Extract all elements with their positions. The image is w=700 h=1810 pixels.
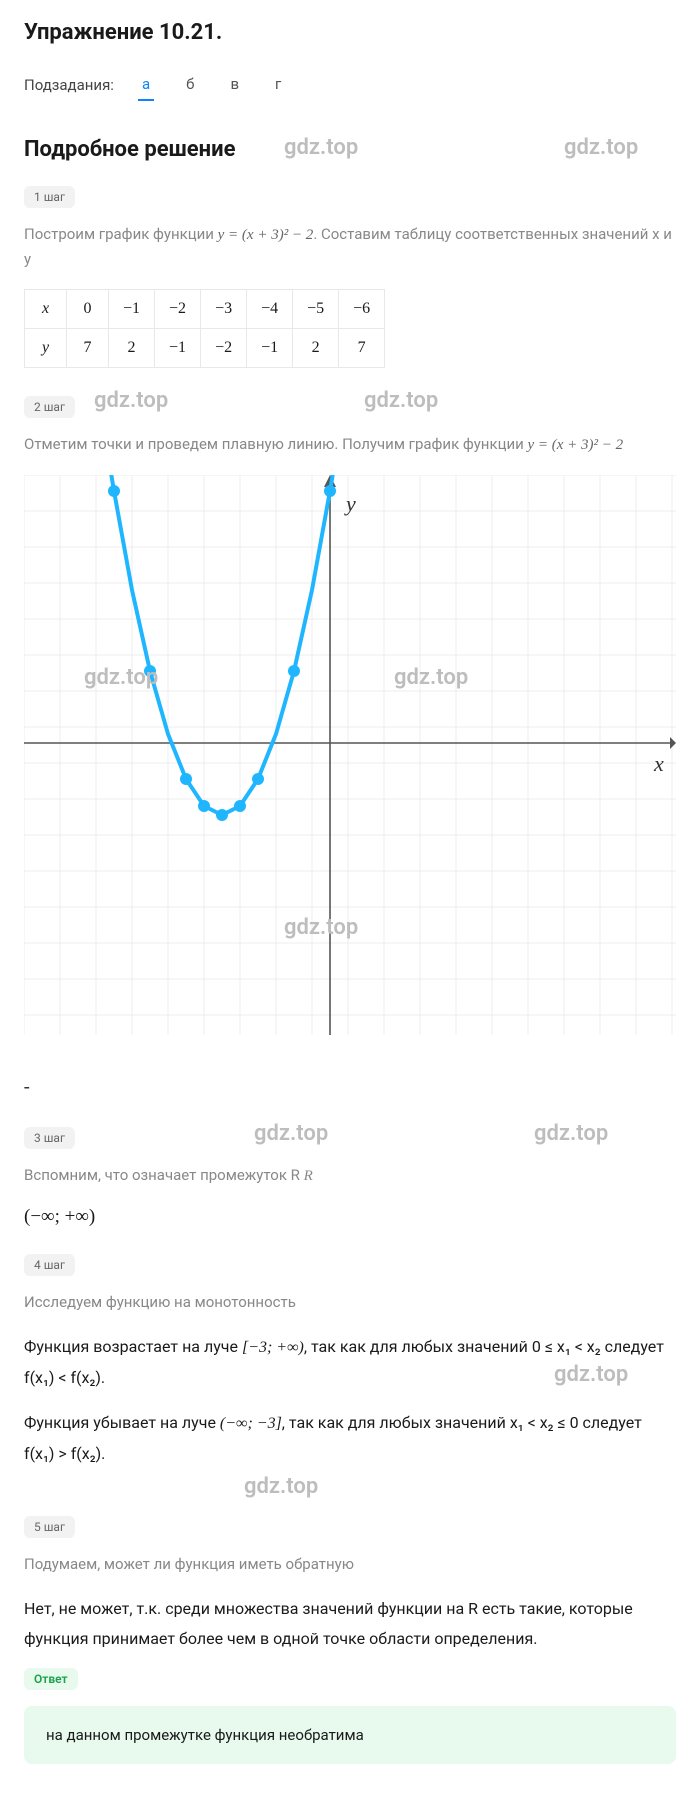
step-4-p1: Функция возрастает на луче [−3; +∞), так… [24,1332,676,1394]
step-2-formula: y = (x + 3)² − 2 [528,437,624,453]
separator-dash: - [24,1075,676,1099]
step-1-formula: y = (x + 3)² − 2 [218,227,314,243]
step-5-text: Подумаем, может ли функция иметь обратну… [24,1552,676,1576]
watermark: gdz.top [254,1121,328,1146]
table-row: y 72−1 −2−127 [25,329,385,368]
table-row: x 0−1−2 −3−4−5−6 [25,290,385,329]
step-1-badge: 1 шаг [24,186,75,208]
step-3-badge: 3 шаг [24,1127,75,1149]
step-2-text: Отметим точки и проведем плавную линию. … [24,432,676,457]
step-3-expr: (−∞; +∞) [24,1206,676,1228]
step-5-badge: 5 шаг [24,1516,75,1538]
svg-text:y: y [344,491,356,516]
answer-box: на данном промежутке функция необратима [24,1706,676,1764]
function-graph: yx gdz.top gdz.top gdz.top [24,475,676,1035]
step-2-badge: 2 шаг [24,396,75,418]
step-4-badge: 4 шаг [24,1254,75,1276]
step-3-text: Вспомним, что означает промежуток R R [24,1163,676,1188]
answer-badge: Ответ [24,1668,78,1690]
tab-b[interactable]: б [182,69,198,101]
watermark: gdz.top [364,388,438,413]
tab-a[interactable]: а [138,69,154,101]
solution-heading: Подробное решение [24,137,676,162]
watermark: gdz.top [534,1121,608,1146]
exercise-title: Упражнение 10.21. [24,20,676,45]
step-4-p2: Функция убывает на луче (−∞; −3], так ка… [24,1408,676,1470]
svg-text:x: x [653,751,664,776]
subtask-tabs: а б в г [138,69,285,101]
watermark: gdz.top [94,388,168,413]
tab-g[interactable]: г [271,69,285,101]
step-1-text: Построим график функции y = (x + 3)² − 2… [24,222,676,271]
tab-v[interactable]: в [226,69,243,101]
step-5-body: Нет, не может, т.к. среди множества знач… [24,1594,676,1655]
subtasks-label: Подзадания: [24,76,114,94]
subtasks-row: Подзадания: а б в г [24,69,676,101]
step-4-text: Исследуем функцию на монотонность [24,1290,676,1314]
watermark: gdz.top [244,1474,318,1499]
values-table: x 0−1−2 −3−4−5−6 y 72−1 −2−127 [24,289,385,368]
